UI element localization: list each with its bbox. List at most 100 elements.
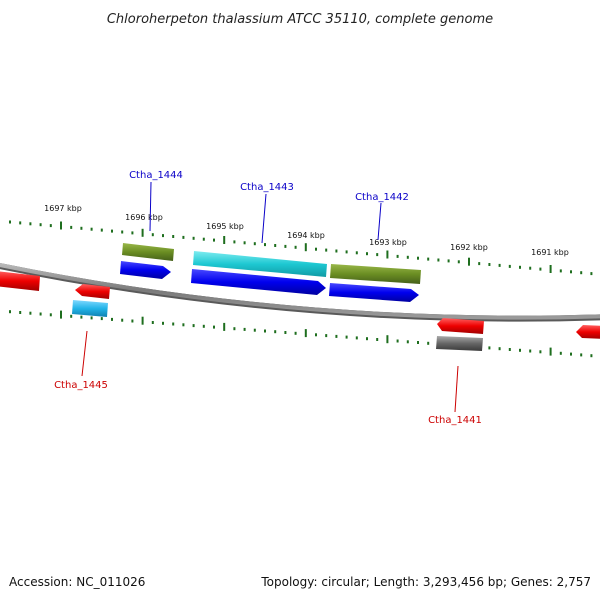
gene-ctha-1444-cog-box[interactable]: [122, 243, 174, 261]
minor-tick: [70, 314, 73, 318]
minor-tick: [580, 353, 583, 357]
leader-ctha-1445: [81, 330, 88, 377]
minor-tick: [437, 258, 440, 262]
minor-tick: [498, 263, 501, 267]
minor-tick: [253, 242, 256, 246]
minor-tick: [519, 348, 521, 352]
minor-tick: [202, 324, 205, 328]
major-tick: [223, 236, 226, 244]
minor-tick: [253, 328, 256, 332]
minor-tick: [111, 229, 113, 233]
minor-tick: [529, 266, 532, 270]
minor-tick: [9, 220, 11, 224]
minor-tick: [570, 270, 572, 274]
minor-tick: [243, 327, 246, 331]
minor-tick: [151, 321, 154, 324]
kbp-label-1694: 1694 kbp: [287, 231, 325, 240]
minor-tick: [315, 333, 317, 337]
minor-tick: [590, 354, 593, 358]
gene-label-ctha-1444[interactable]: Ctha_1444: [129, 170, 183, 181]
minor-tick: [284, 331, 287, 334]
gene-right-edge-red[interactable]: [576, 325, 600, 339]
minor-tick: [39, 223, 42, 227]
minor-tick: [182, 235, 185, 239]
gene-ctha-1443-cog-box[interactable]: [193, 251, 327, 277]
minor-tick: [325, 334, 328, 338]
gene-label-ctha-1443[interactable]: Ctha_1443: [240, 182, 294, 193]
minor-tick: [121, 318, 124, 322]
gene-ctha-1441-arrow[interactable]: [437, 318, 484, 334]
minor-tick: [172, 322, 175, 326]
minor-tick: [100, 317, 103, 321]
minor-tick: [559, 269, 562, 273]
gene-ctha-1442-cog-box[interactable]: [330, 264, 421, 284]
minor-tick: [213, 238, 215, 242]
minor-tick: [559, 351, 562, 355]
gene-ctha-1443-arrow[interactable]: [191, 269, 326, 295]
minor-tick: [539, 350, 542, 354]
minor-tick: [396, 339, 399, 343]
major-tick: [304, 329, 307, 338]
minor-tick: [39, 312, 42, 316]
minor-tick: [213, 325, 215, 329]
minor-tick: [406, 255, 409, 259]
minor-tick: [355, 336, 358, 340]
gene-label-ctha-1445[interactable]: Ctha_1445: [54, 380, 108, 391]
upper-tick-track: [9, 220, 593, 276]
minor-tick: [315, 247, 317, 251]
major-tick: [549, 265, 552, 273]
minor-tick: [570, 352, 572, 356]
accession-text: Accession: NC_011026: [9, 575, 145, 589]
gene-ctha-1441-cog-box[interactable]: [436, 336, 483, 351]
minor-tick: [274, 330, 277, 334]
minor-tick: [508, 348, 511, 351]
topology-text: Topology: circular; Length: 3,293,456 bp…: [260, 575, 591, 589]
minor-tick: [376, 338, 379, 341]
minor-tick: [182, 323, 185, 327]
kbp-label-1692: 1692 kbp: [450, 243, 488, 252]
leader-ctha-1444: [149, 181, 152, 232]
minor-tick: [345, 250, 348, 254]
minor-tick: [488, 263, 491, 266]
major-tick: [223, 322, 226, 331]
minor-tick: [121, 230, 124, 234]
minor-tick: [70, 225, 73, 229]
minor-tick: [264, 243, 266, 247]
minor-tick: [80, 315, 83, 319]
minor-tick: [478, 262, 481, 266]
kbp-label-1696: 1696 kbp: [125, 213, 163, 222]
gene-label-ctha-1441[interactable]: Ctha_1441: [428, 415, 482, 426]
gene-ctha-1444-arrow[interactable]: [120, 261, 171, 279]
minor-tick: [192, 236, 195, 240]
minor-tick: [284, 244, 287, 248]
gene-ctha-1445-arrow[interactable]: [75, 284, 110, 299]
minor-tick: [202, 237, 205, 241]
minor-tick: [49, 224, 52, 228]
kbp-label-1697: 1697 kbp: [44, 204, 82, 213]
map-title: Chloroherpeton thalassium ATCC 35110, co…: [107, 12, 493, 27]
minor-tick: [29, 222, 32, 226]
minor-tick: [508, 264, 511, 268]
gene-label-ctha-1442[interactable]: Ctha_1442: [355, 192, 409, 203]
minor-tick: [294, 245, 297, 249]
minor-tick: [162, 234, 164, 238]
minor-tick: [192, 324, 195, 328]
minor-tick: [274, 244, 277, 247]
minor-tick: [131, 231, 134, 235]
gene-left-edge-red[interactable]: [0, 271, 40, 291]
gene-ctha-1445-cog-box[interactable]: [72, 300, 108, 317]
minor-tick: [376, 253, 379, 257]
genome-backbone: [0, 262, 600, 320]
minor-tick: [49, 313, 52, 317]
minor-tick: [427, 257, 430, 261]
major-tick: [304, 243, 307, 252]
leader-ctha-1442: [377, 202, 382, 241]
gene-ctha-1442-arrow[interactable]: [329, 283, 419, 302]
minor-tick: [151, 233, 154, 237]
kbp-label-1691: 1691 kbp: [531, 248, 569, 257]
leader-ctha-1443: [261, 193, 267, 244]
major-tick: [60, 221, 62, 230]
minor-tick: [488, 346, 491, 350]
minor-tick: [529, 349, 532, 353]
minor-tick: [100, 228, 103, 232]
